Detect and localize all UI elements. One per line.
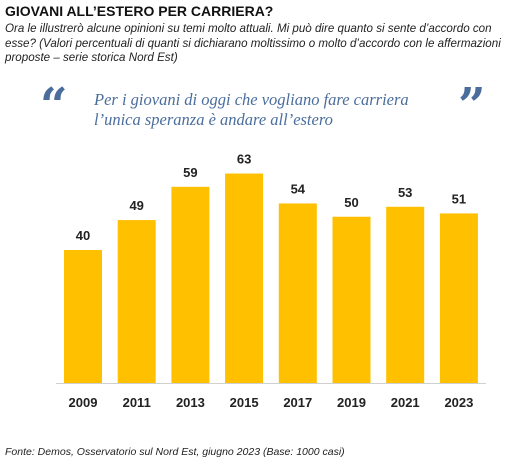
value-label-2017: 54 — [291, 181, 306, 196]
bar-2021 — [386, 206, 425, 383]
x-tick-labels-group: 2009 2011 2013 2015 2017 2019 2021 2023 — [69, 395, 474, 410]
x-tick-label-2023: 2023 — [444, 395, 473, 410]
x-tick-label-2011: 2011 — [123, 395, 151, 410]
source-note: Fonte: Demos, Osservatorio sul Nord Est,… — [5, 446, 345, 458]
bar-2015 — [225, 173, 264, 383]
x-tick-label-2019: 2019 — [337, 395, 366, 410]
x-tick-label-2015: 2015 — [230, 395, 259, 410]
x-tick-label-2017: 2017 — [283, 395, 312, 410]
bar-2019 — [332, 216, 371, 383]
value-label-2023: 51 — [452, 191, 466, 206]
value-label-2019: 50 — [344, 195, 358, 210]
value-label-2021: 53 — [398, 185, 412, 200]
page-subtitle: Ora le illustrerò alcune opinioni su tem… — [5, 22, 501, 64]
value-label-2011: 49 — [129, 198, 143, 213]
value-label-2015: 63 — [237, 152, 251, 167]
close-quote-icon: ” — [458, 78, 486, 134]
bar-2013 — [171, 186, 210, 383]
bar-2017 — [278, 203, 317, 383]
bar-chart: 40 49 59 63 54 50 53 51 2009 2011 2013 2015 2017 201… — [56, 152, 486, 410]
value-label-2013: 59 — [183, 165, 197, 180]
bar-2009 — [64, 250, 102, 383]
value-labels-group: 40 49 59 63 54 50 53 51 — [76, 152, 466, 243]
x-tick-label-2013: 2013 — [176, 395, 205, 410]
x-tick-label-2021: 2021 — [391, 395, 420, 410]
bar-2023 — [439, 213, 478, 383]
open-quote-icon: “ — [40, 78, 68, 134]
x-tick-label-2009: 2009 — [69, 395, 98, 410]
bars-group — [64, 173, 478, 383]
bar-2011 — [117, 220, 156, 383]
quote-line-1: Per i giovani di oggi che vogliano fare … — [94, 90, 409, 109]
page-title: GIOVANI ALL’ESTERO PER CARRIERA? — [5, 3, 274, 19]
quote-text: Per i giovani di oggi che vogliano fare … — [94, 90, 454, 130]
value-label-2009: 40 — [76, 228, 90, 243]
quote-line-2: l’unica speranza è andare all’estero — [94, 110, 333, 129]
